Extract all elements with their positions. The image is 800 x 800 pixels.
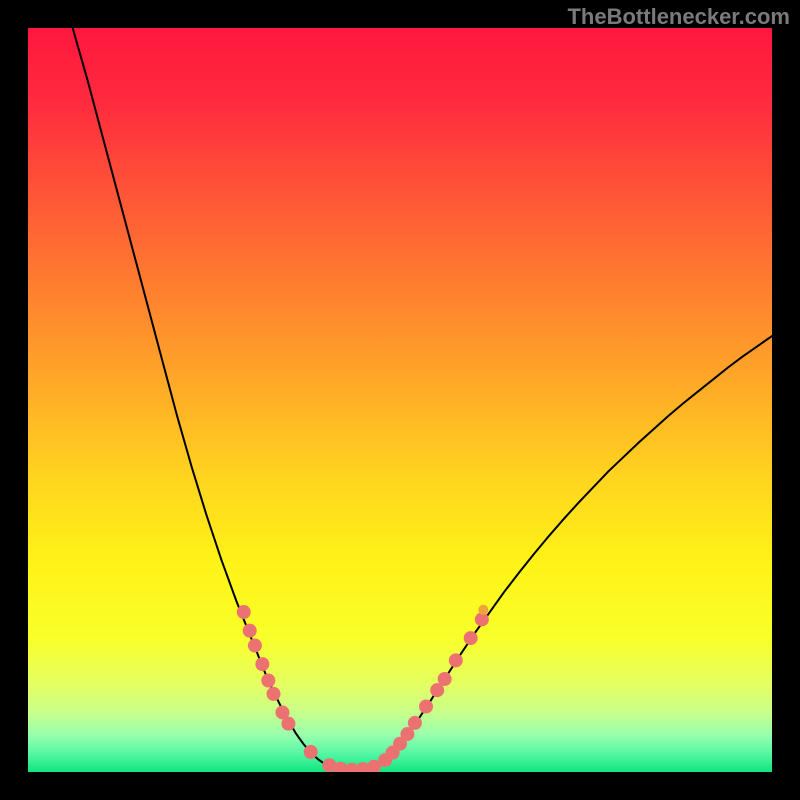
data-marker	[261, 673, 275, 687]
data-marker	[281, 717, 295, 731]
data-marker	[255, 657, 269, 671]
plot-area	[28, 28, 772, 772]
data-marker	[419, 700, 433, 714]
data-marker	[408, 716, 422, 730]
watermark-text: TheBottlenecker.com	[567, 4, 790, 30]
data-marker	[267, 687, 281, 701]
data-marker	[438, 672, 452, 686]
data-marker	[304, 745, 318, 759]
data-marker	[237, 605, 251, 619]
data-marker	[248, 639, 262, 653]
chart-svg	[28, 28, 772, 772]
data-marker	[243, 624, 257, 638]
data-marker	[449, 653, 463, 667]
data-marker	[464, 631, 478, 645]
highlight-marker	[478, 605, 488, 615]
